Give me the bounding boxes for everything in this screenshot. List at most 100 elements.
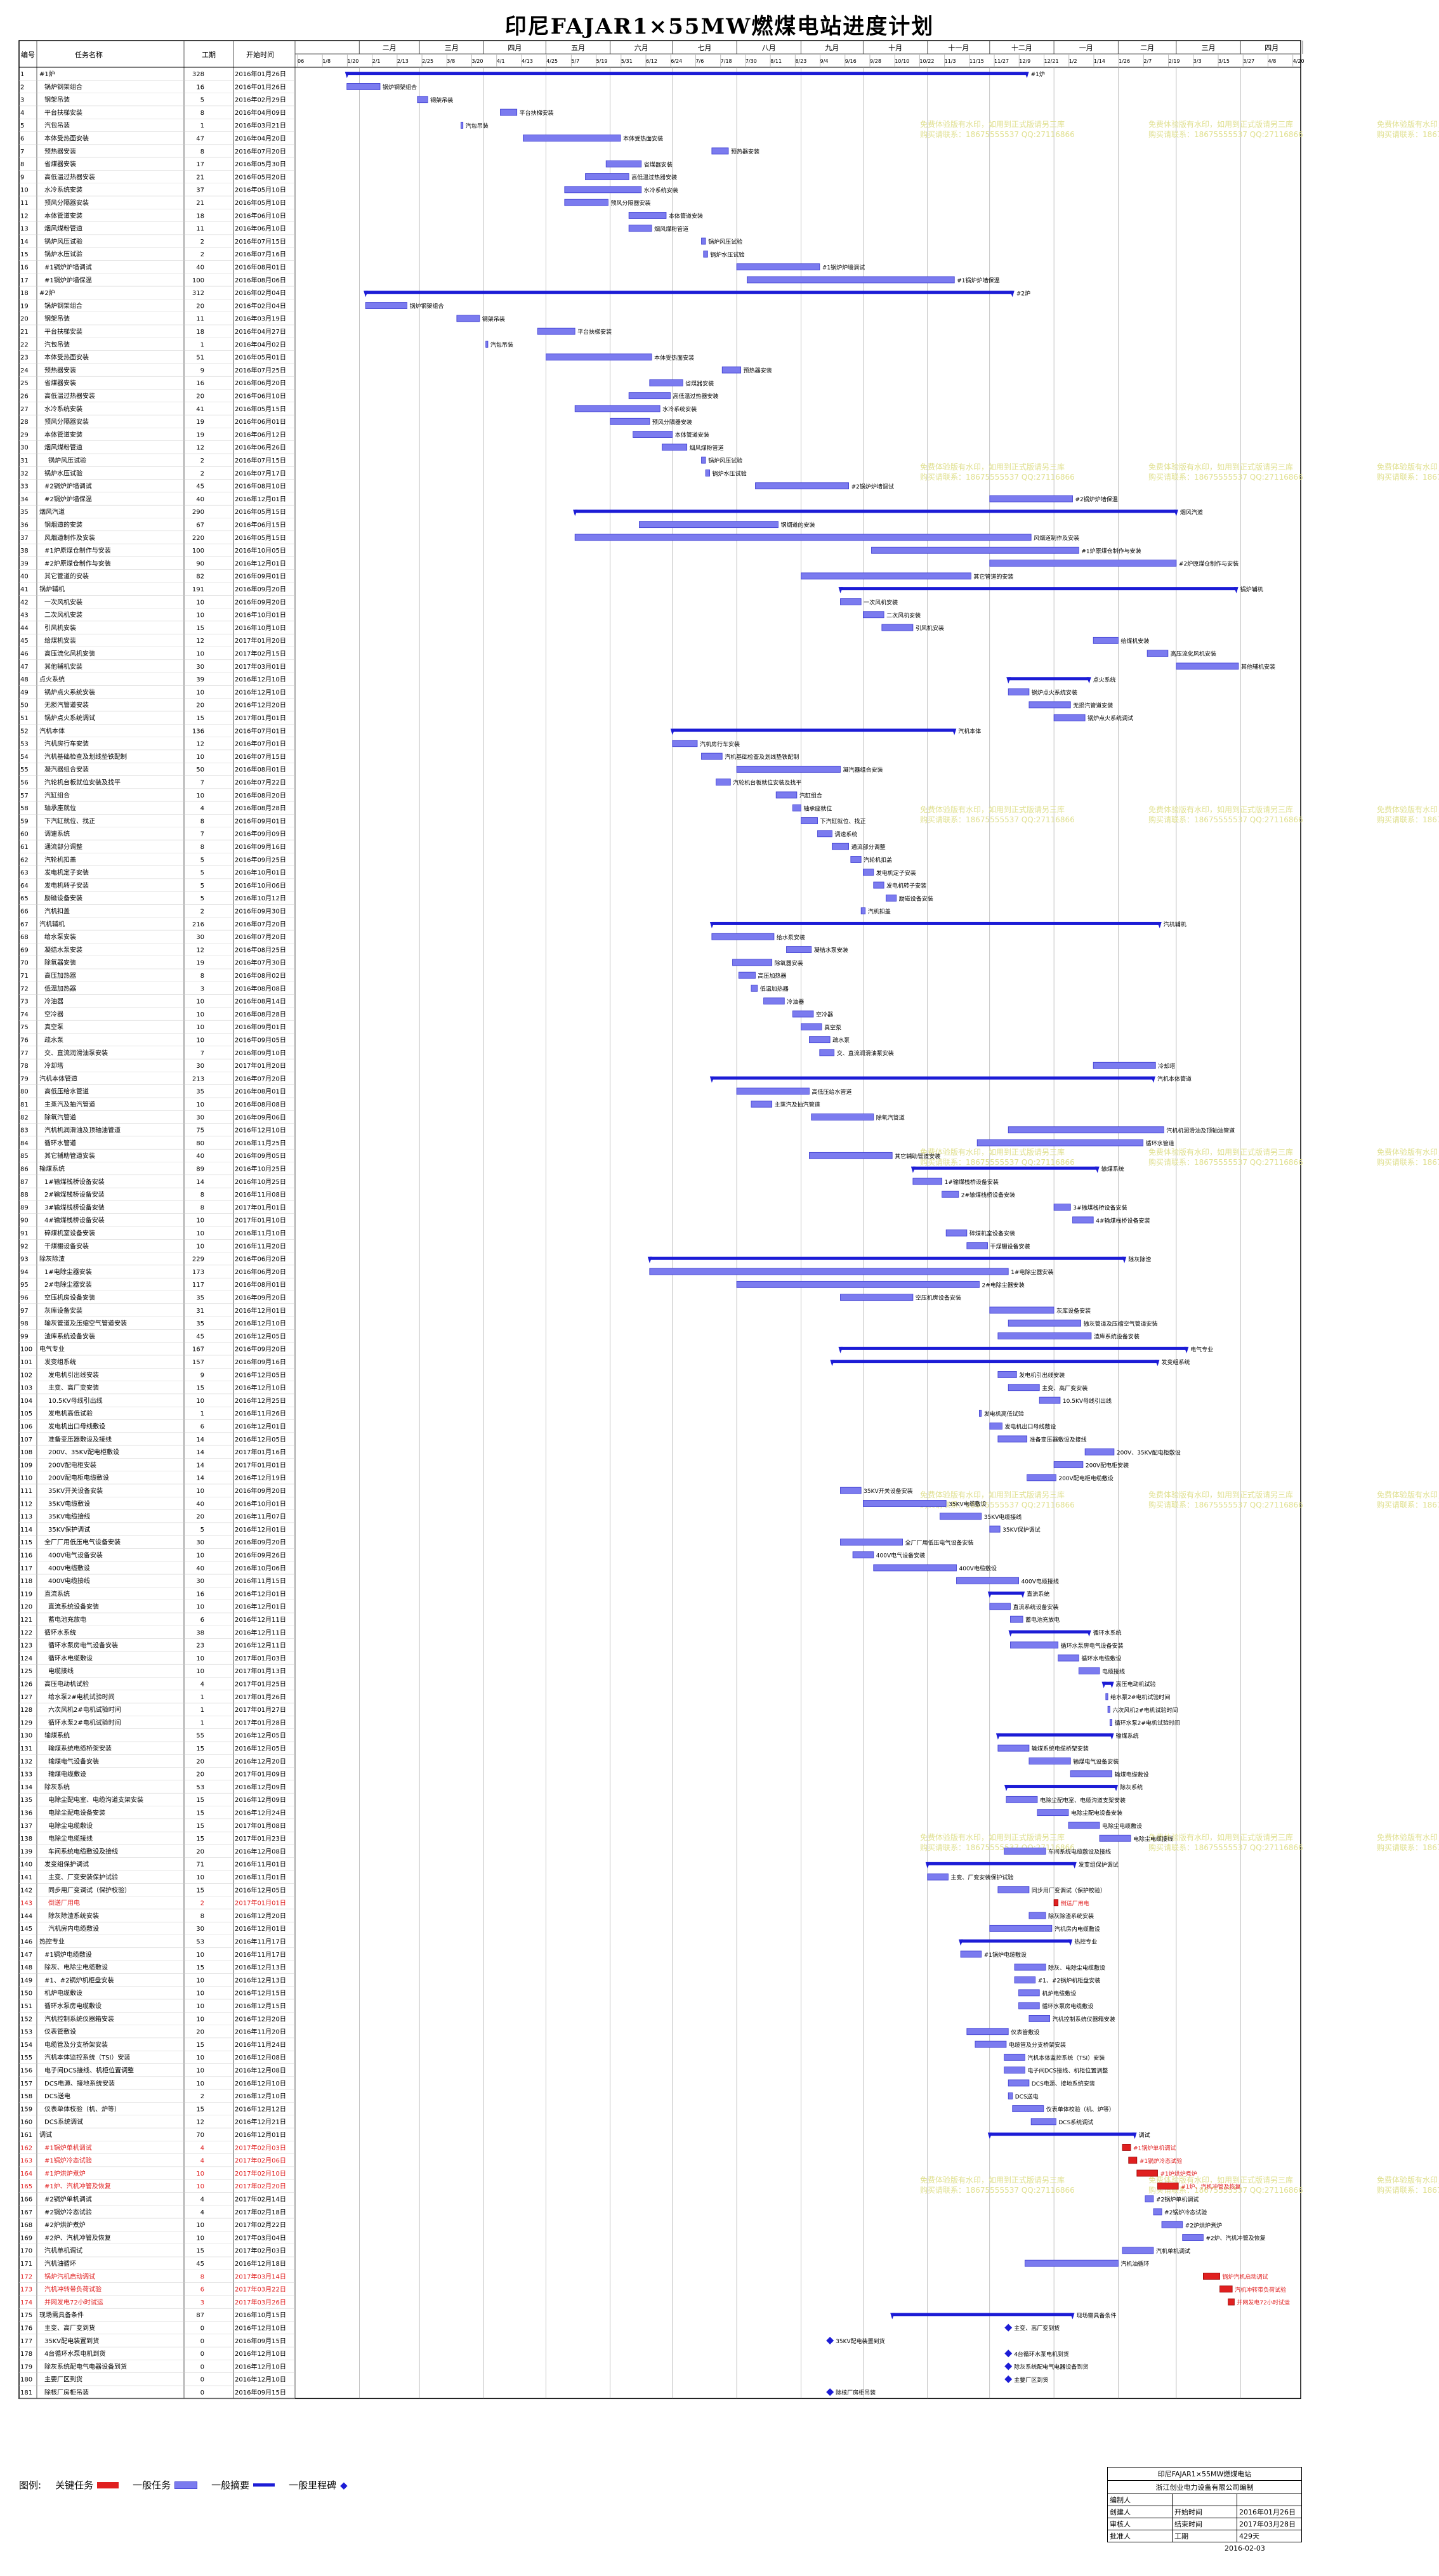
- task-id: 7: [20, 148, 24, 155]
- task-name: 仪表管敷设: [44, 2028, 76, 2036]
- bar-label: 发变组保护调试: [1079, 1861, 1119, 1869]
- task-duration: 45: [196, 1333, 204, 1340]
- task-id: 142: [20, 1887, 32, 1894]
- bar-label: 循环水泵房电气设备安装: [1061, 1642, 1124, 1650]
- task-name: 干煤棚设备安装: [44, 1242, 89, 1250]
- task-start: 2017年01月01日: [235, 714, 286, 722]
- task-id: 116: [20, 1553, 32, 1560]
- task-bar: [738, 971, 756, 979]
- summary-bar: [1008, 677, 1089, 681]
- task-start: 2016年12月20日: [235, 1757, 286, 1765]
- task-id: 171: [20, 2261, 32, 2268]
- task-start: 2017年03月26日: [235, 2298, 286, 2306]
- task-name: #1炉原煤仓制作与安装: [44, 546, 111, 555]
- watermark: 免费体验版有水印，如用到正式版请另三库: [1377, 805, 1439, 814]
- task-bar: [832, 843, 849, 850]
- task-id: 66: [20, 909, 29, 916]
- task-name: 10.5KV母线引出线: [48, 1396, 103, 1405]
- task-duration: 20: [196, 2029, 204, 2036]
- task-name: 给煤机安装: [44, 636, 76, 645]
- task-bar: [863, 1500, 947, 1507]
- task-name: 3#输煤栈桥设备安装: [44, 1203, 105, 1211]
- task-start: 2016年12月19日: [235, 1474, 286, 1482]
- task-start: 2016年11月07日: [235, 1513, 286, 1521]
- task-duration: 10: [196, 689, 204, 696]
- tick-label: 11/27: [994, 58, 1009, 64]
- task-name: 车间系统电缆敷设及接线: [48, 1847, 118, 1855]
- task-duration: 1: [200, 1694, 204, 1701]
- task-duration: 15: [196, 2042, 204, 2049]
- task-bar: [871, 546, 1079, 554]
- bar-label: 其它辅助管道安装: [895, 1152, 940, 1160]
- title-block-cell: 创建人: [1108, 2506, 1173, 2518]
- task-name: #1锅炉单机调试: [44, 2143, 92, 2152]
- task-duration: 40: [196, 1565, 204, 1572]
- task-start: 2016年12月01日: [235, 495, 286, 503]
- task-id: 148: [20, 1964, 32, 1971]
- task-bar: [1093, 636, 1119, 644]
- task-duration: 15: [196, 715, 204, 722]
- task-start: 2017年01月01日: [235, 1899, 286, 1907]
- bar-label: 输煤系统: [1101, 1166, 1124, 1173]
- task-bar: [1027, 1474, 1056, 1482]
- task-name: 200V配电柜电缆敷设: [48, 1474, 109, 1482]
- task-bar: [736, 1280, 980, 1288]
- task-id: 56: [20, 780, 29, 787]
- task-name: 钢烟道的安装: [44, 521, 82, 529]
- task-name: 35KV开关设备安装: [48, 1487, 103, 1495]
- task-id: 58: [20, 805, 29, 812]
- task-start: 2017年03月01日: [235, 662, 286, 671]
- legend-item-summary-label: 一般摘要: [211, 2480, 250, 2491]
- watermark: 购买请联系：18675555537 QQ:27116866: [1377, 1157, 1439, 1167]
- title-block-row: 审核人 结束时间 2017年03月28日: [1108, 2518, 1301, 2530]
- tick-label: 2/7: [1143, 58, 1152, 64]
- task-start: 2016年10月05日: [235, 546, 286, 555]
- bar-label: #1炉: [1031, 70, 1045, 78]
- task-start: 2017年01月26日: [235, 1693, 286, 1701]
- task-name: 除灰、电除尘电缆敷设: [44, 1963, 108, 1971]
- task-duration: 41: [196, 406, 204, 413]
- task-duration: 19: [196, 419, 204, 426]
- task-duration: 10: [196, 1488, 204, 1495]
- task-start: 2016年11月15日: [235, 1577, 286, 1585]
- task-start: 2016年12月01日: [235, 1603, 286, 1611]
- task-duration: 1: [200, 341, 204, 348]
- task-duration: 14: [196, 1436, 204, 1443]
- task-name: 主变、高厂变安装: [48, 1384, 99, 1392]
- task-start: 2017年02月10日: [235, 2169, 286, 2178]
- task-start: 2016年10月01日: [235, 869, 286, 877]
- bar-label: 4台循环水泵电机到货: [1014, 2350, 1069, 2358]
- task-name: 烟风煤粉管道: [44, 225, 82, 233]
- task-name: #2炉原煤仓制作与安装: [44, 559, 111, 567]
- task-duration: 5: [200, 895, 204, 902]
- task-id: 41: [20, 586, 29, 593]
- task-bar: [989, 1423, 1002, 1430]
- task-bar: [1072, 1216, 1094, 1224]
- summary-cap: [1004, 1785, 1009, 1792]
- task-name: 输煤电气设备安装: [48, 1757, 99, 1765]
- task-duration: 10: [196, 2183, 204, 2190]
- task-duration: 19: [196, 960, 204, 967]
- task-duration: 12: [196, 2119, 204, 2126]
- bar-label: 本体受热面安装: [623, 135, 663, 143]
- task-start: 2016年09月09日: [235, 830, 286, 838]
- task-start: 2016年09月06日: [235, 1113, 286, 1121]
- summary-cap: [987, 1591, 992, 1598]
- task-bar: [881, 624, 914, 631]
- bar-label: 汽轮机台板就位安装及找平: [733, 779, 801, 787]
- task-start: 2016年05月30日: [235, 160, 286, 168]
- bar-label: 电气专业: [1190, 1346, 1213, 1353]
- bar-label: 预热器安装: [731, 148, 759, 155]
- task-start: 2016年11月20日: [235, 1242, 286, 1250]
- task-start: 2016年07月15日: [235, 456, 286, 464]
- task-name: 发电机转子安装: [44, 881, 89, 890]
- bar-label: 主蒸汽及抽汽管道: [775, 1101, 820, 1108]
- month-label: 三月: [445, 44, 459, 52]
- task-start: 2016年07月01日: [235, 726, 286, 735]
- month-label: 七月: [697, 44, 711, 52]
- task-bar: [1008, 1126, 1164, 1134]
- bar-label: 输煤电气设备安装: [1073, 1758, 1119, 1765]
- bar-label: #2锅炉炉墙调试: [851, 483, 894, 490]
- task-start: 2016年12月10日: [235, 1384, 286, 1392]
- bar-label: 汽机本体监控系统（TSI）安装: [1027, 2054, 1105, 2061]
